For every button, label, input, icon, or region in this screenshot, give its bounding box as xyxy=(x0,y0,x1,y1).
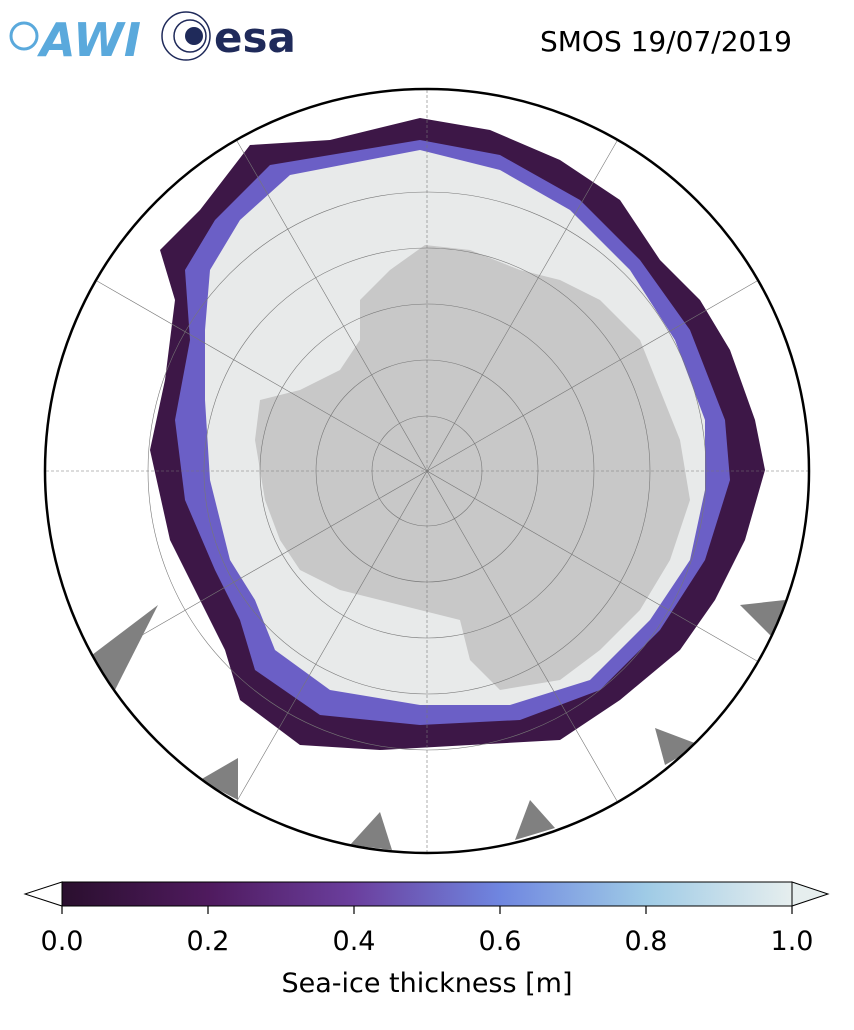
title: SMOS 19/07/2019 xyxy=(540,25,792,58)
tick-label: 0.2 xyxy=(187,926,230,957)
tick-label: 0.6 xyxy=(479,926,522,957)
antarctica xyxy=(255,245,690,690)
awi-logo: AWI xyxy=(9,13,141,67)
tick-label: 0.0 xyxy=(41,926,84,957)
cbar-extend-high xyxy=(791,881,830,907)
colorbar xyxy=(23,881,830,914)
graticule xyxy=(46,90,808,852)
esa-logo: esa xyxy=(161,11,296,62)
cbar-body xyxy=(61,881,793,907)
tick-label: 0.4 xyxy=(333,926,376,957)
cbar-extend-low xyxy=(23,881,63,907)
tick-label: 1.0 xyxy=(771,926,814,957)
tick-label: 0.8 xyxy=(625,926,668,957)
map-frame xyxy=(43,87,811,855)
colorbar-label: Sea-ice thickness [m] xyxy=(281,968,572,999)
logo-text: AWI xyxy=(37,13,141,67)
map xyxy=(46,90,808,852)
logo-text: esa xyxy=(214,13,296,62)
